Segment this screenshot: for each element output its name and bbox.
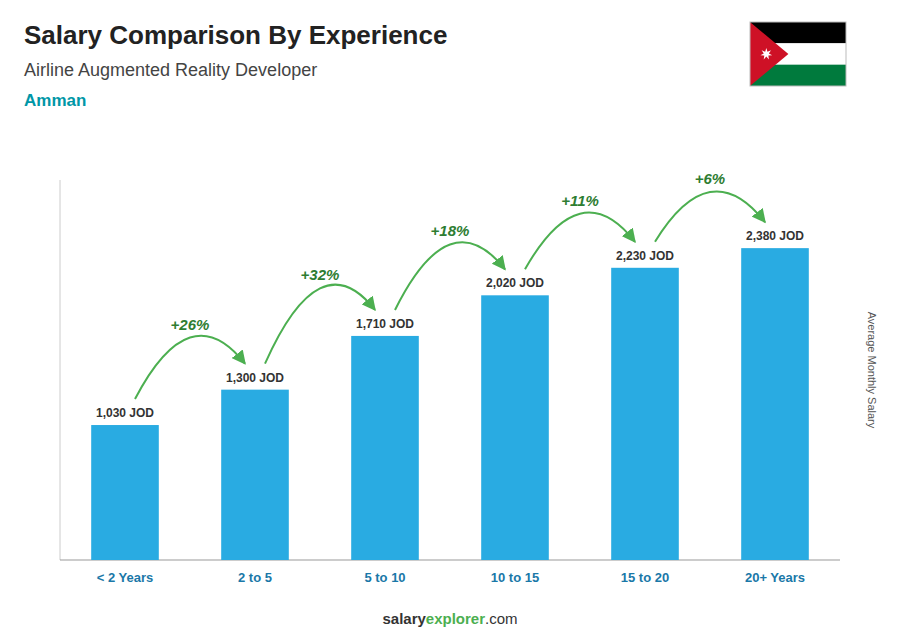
pct-label: +11% xyxy=(561,192,599,209)
data-label: 1,300 JOD xyxy=(226,371,284,385)
footer: salaryexplorer.com xyxy=(382,610,517,627)
x-tick-label: < 2 Years xyxy=(97,570,154,585)
bar xyxy=(91,425,159,560)
data-label: 2,380 JOD xyxy=(746,229,804,243)
flag xyxy=(750,22,846,86)
data-label: 1,710 JOD xyxy=(356,317,414,331)
x-tick-label: 10 to 15 xyxy=(491,570,539,585)
growth-arrow xyxy=(135,336,245,399)
growth-arrow xyxy=(395,242,505,310)
flag-star xyxy=(760,48,772,59)
bar xyxy=(481,295,549,560)
footer-part: salary xyxy=(382,610,426,627)
bar xyxy=(741,248,809,560)
pct-label: +18% xyxy=(431,222,470,239)
flag-border xyxy=(750,22,846,86)
chart: Salary Comparison By Experience Airline A… xyxy=(0,0,900,641)
footer-part: .com xyxy=(485,610,518,627)
growth-arrow xyxy=(525,213,635,270)
x-tick-label: 5 to 10 xyxy=(364,570,405,585)
footer-part: explorer xyxy=(426,610,485,627)
flag-triangle xyxy=(750,22,788,86)
data-label: 2,230 JOD xyxy=(616,249,674,263)
bar xyxy=(611,268,679,560)
bar xyxy=(351,336,419,560)
bar xyxy=(221,390,289,560)
chart-container: Salary Comparison By Experience Airline A… xyxy=(0,0,900,641)
y-axis-line xyxy=(60,180,61,560)
x-axis-line xyxy=(60,560,840,561)
data-label: 1,030 JOD xyxy=(96,406,154,420)
city: Amman xyxy=(24,91,86,110)
pct-label: +26% xyxy=(171,316,210,333)
x-tick-label: 2 to 5 xyxy=(238,570,272,585)
growth-arrow xyxy=(265,285,375,364)
subtitle: Airline Augmented Reality Developer xyxy=(24,60,317,80)
x-tick-label: 20+ Years xyxy=(745,570,805,585)
growth-arrow xyxy=(655,191,765,241)
data-label: 2,020 JOD xyxy=(486,276,544,290)
pct-label: +6% xyxy=(695,170,725,187)
title: Salary Comparison By Experience xyxy=(24,20,447,50)
background xyxy=(0,0,900,641)
x-tick-label: 15 to 20 xyxy=(621,570,669,585)
y-axis-label: Average Monthly Salary xyxy=(866,312,878,429)
bars xyxy=(91,248,809,560)
pct-label: +32% xyxy=(301,266,340,283)
